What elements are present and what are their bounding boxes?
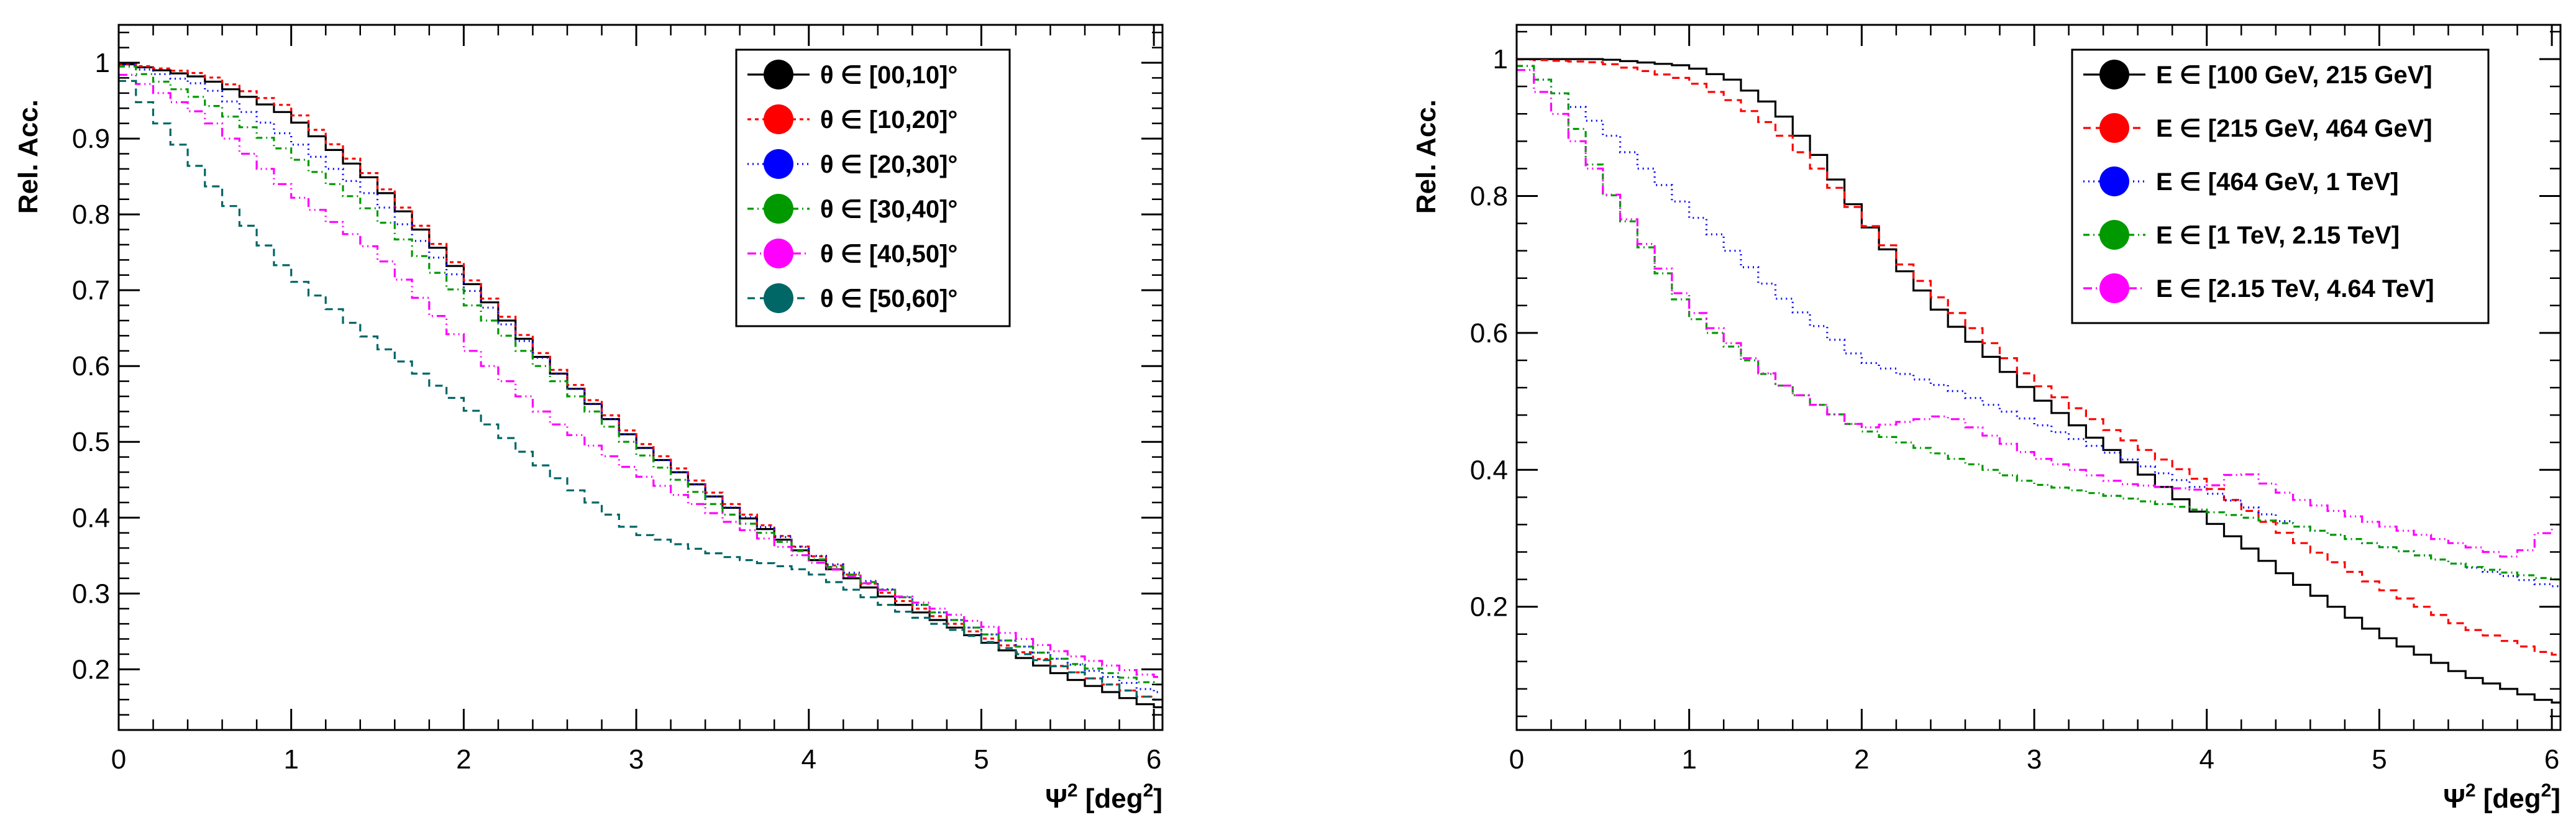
legend-label-1: E ∈ [100 GeV, 215 GeV]: [2156, 62, 2432, 89]
y-tick-label: 1: [95, 48, 110, 78]
y-tick-label: 0.8: [72, 199, 110, 230]
series-line-2: [1517, 58, 2560, 656]
left-chart-axes: 0 1 2 3 4 5 6 0.2 0.3 0.4 0.5 0.6 0.7 0.8 0.9 1: [72, 25, 1162, 775]
x-tick-label: 6: [1146, 744, 1161, 775]
x-tick-label: 1: [283, 744, 298, 775]
legend-label-4: θ ∈ [30,40]°: [820, 196, 957, 223]
x-tick-label: 2: [1854, 744, 1869, 775]
x-tick-label: 2: [456, 744, 471, 775]
x-tick-label: 0: [1509, 744, 1524, 775]
y-tick-label: 0.4: [72, 503, 110, 533]
legend-marker-1: [764, 60, 793, 89]
series-line-2: [119, 63, 1162, 701]
series-line-3: [1517, 65, 2560, 588]
right-chart-legend: E ∈ [100 GeV, 215 GeV] E ∈ [215 GeV, 464 …: [2071, 48, 2490, 324]
right-chart-frame: [1515, 24, 2562, 731]
legend-label-3: θ ∈ [20,30]°: [820, 151, 957, 178]
left-chart-legend: θ ∈ [00,10]° θ ∈ [10,20]° θ ∈ [20,30]° θ ∈ …: [735, 48, 1011, 327]
series-line-1: [1517, 58, 2560, 704]
series-line-4: [119, 65, 1162, 686]
legend-marker-6: [764, 283, 793, 313]
left-chart-xlabel: Ψ2 [deg2]: [1045, 780, 1162, 814]
y-tick-label: 0.2: [1470, 592, 1508, 622]
series-line-3: [119, 64, 1162, 693]
y-tick-label: 0.4: [1470, 455, 1508, 485]
x-tick-label: 6: [2544, 744, 2559, 775]
legend-label-5: θ ∈ [40,50]°: [820, 240, 957, 268]
legend-marker-1: [2099, 60, 2129, 89]
right-chart-axes: 0 1 2 3 4 5 6 0.2 0.4 0.6 0.8 1: [1470, 25, 2560, 775]
x-tick-label: 0: [111, 744, 126, 775]
left-chart-ylabel: Rel. Acc.: [13, 99, 43, 214]
x-tick-label: 5: [974, 744, 989, 775]
y-tick-label: 0.2: [72, 654, 110, 685]
x-tick-label: 4: [2199, 744, 2214, 775]
left-chart-series-group: [119, 63, 1162, 708]
y-tick-label: 1: [1493, 44, 1508, 75]
x-tick-label: 5: [2372, 744, 2386, 775]
legend-marker-4: [764, 194, 793, 224]
legend-label-1: θ ∈ [00,10]°: [820, 62, 957, 89]
x-tick-label: 1: [1681, 744, 1696, 775]
x-tick-label: 3: [629, 744, 644, 775]
legend-marker-2: [764, 104, 793, 134]
right-chart-series-group: [1517, 58, 2560, 704]
y-tick-label: 0.5: [72, 427, 110, 457]
legend-label-3: E ∈ [464 GeV, 1 TeV]: [2156, 168, 2399, 196]
legend-marker-5: [2099, 273, 2129, 303]
y-tick-label: 0.9: [72, 124, 110, 154]
legend-label-2: θ ∈ [10,20]°: [820, 106, 957, 134]
legend-marker-4: [2099, 220, 2129, 250]
series-line-4: [1517, 65, 2560, 581]
y-tick-label: 0.6: [72, 351, 110, 381]
legend-label-4: E ∈ [1 TeV, 2.15 TeV]: [2156, 222, 2400, 249]
x-tick-label: 3: [2027, 744, 2042, 775]
left-chart: 0 1 2 3 4 5 6 0.2 0.3 0.4 0.5 0.6 0.7 0.8 0.9 1 Rel. Ac…: [13, 24, 1164, 814]
legend-marker-3: [2099, 166, 2129, 196]
y-tick-label: 0.6: [1470, 318, 1508, 349]
series-line-5: [119, 73, 1162, 678]
y-tick-label: 0.8: [1470, 181, 1508, 211]
y-tick-label: 0.7: [72, 275, 110, 306]
left-chart-frame: [117, 24, 1164, 731]
right-chart-xlabel: Ψ2 [deg2]: [2443, 780, 2560, 814]
legend-marker-2: [2099, 113, 2129, 143]
legend-label-2: E ∈ [215 GeV, 464 GeV]: [2156, 115, 2432, 142]
legend-label-5: E ∈ [2.15 TeV, 4.64 TeV]: [2156, 275, 2434, 303]
series-line-1: [119, 63, 1162, 708]
legend-label-6: θ ∈ [50,60]°: [820, 285, 957, 312]
series-line-6: [119, 80, 1162, 701]
legend-marker-5: [764, 239, 793, 268]
legend-marker-3: [764, 149, 793, 179]
right-chart-ylabel: Rel. Acc.: [1411, 99, 1441, 214]
x-tick-label: 4: [802, 744, 816, 775]
y-tick-label: 0.3: [72, 578, 110, 609]
right-chart: 0 1 2 3 4 5 6 0.2 0.4 0.6 0.8 1 Rel. Acc. Ψ2 [deg2]…: [1411, 24, 2562, 814]
